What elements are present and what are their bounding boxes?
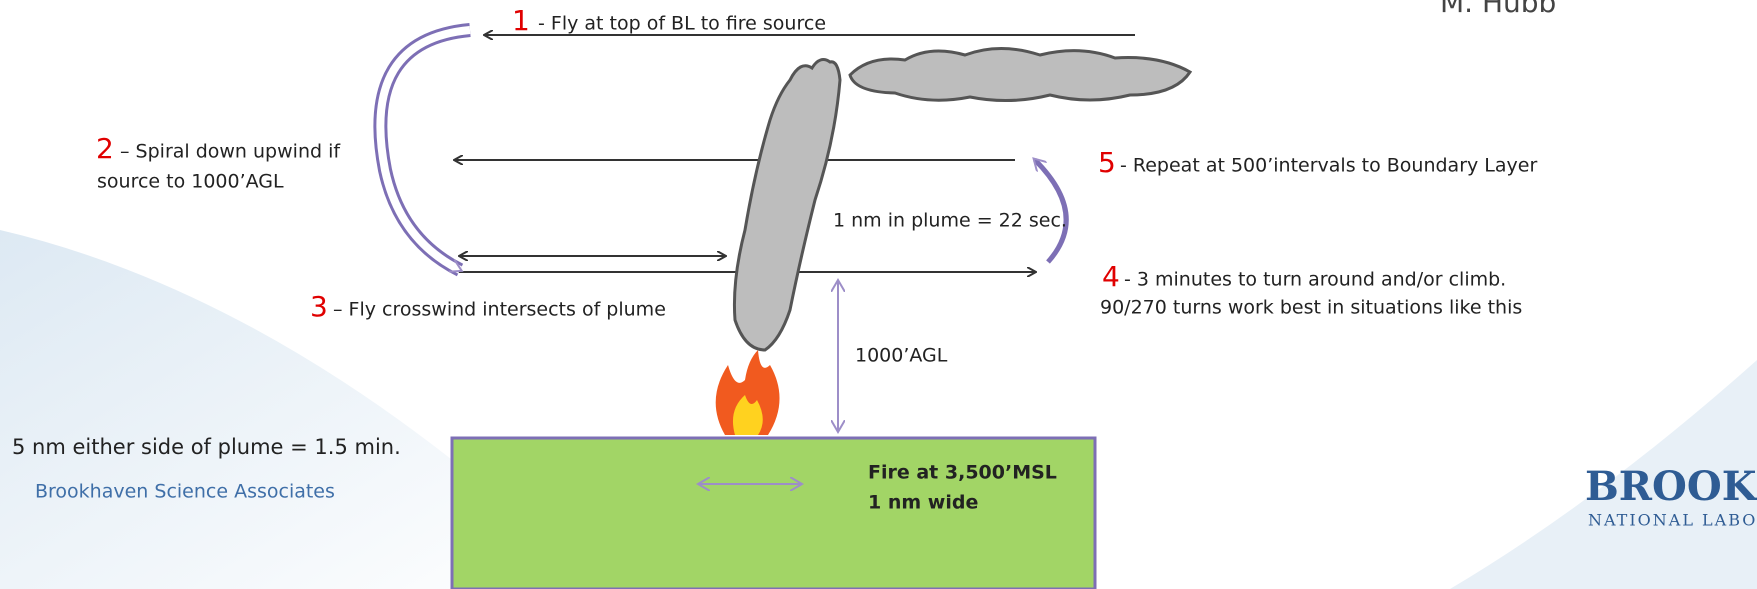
- turn-arrow: [1035, 160, 1069, 264]
- step-text: – Fly crosswind intersects of plume: [333, 299, 666, 321]
- fire: [732, 395, 763, 435]
- step-text: - Fly at top of BL to fire source: [538, 13, 826, 35]
- spiral-arrow: [376, 26, 471, 274]
- plume-note: 1 nm in plume = 22 sec.: [833, 210, 1067, 232]
- plume: [732, 58, 842, 352]
- step-number: 5: [1098, 146, 1116, 179]
- footer: Brookhaven Science Associates: [35, 481, 335, 503]
- step-text: - Repeat at 500’intervals to Boundary La…: [1120, 155, 1537, 177]
- step-number: 1: [512, 4, 530, 37]
- height-note: 1000’AGL: [855, 345, 948, 367]
- step-number: 3: [310, 290, 328, 323]
- author: M. Hubb: [1440, 0, 1556, 19]
- fire-box-text: Fire at 3,500’MSL: [868, 462, 1057, 484]
- fire-box-text: 1 nm wide: [868, 492, 978, 514]
- step-text: – Spiral down upwind if: [120, 141, 341, 163]
- step-number: 4: [1102, 260, 1120, 293]
- side-note: 5 nm either side of plume = 1.5 min.: [12, 435, 401, 459]
- logo: NATIONAL LABO: [1588, 511, 1757, 530]
- logo: BROOKHA: [1585, 463, 1757, 510]
- fire-box: [450, 436, 1097, 589]
- step-number: 2: [96, 132, 114, 165]
- step-text: - 3 minutes to turn around and/or climb.: [1124, 269, 1506, 291]
- cloud: [848, 47, 1193, 103]
- background-wave: [1450, 360, 1757, 589]
- step-text: source to 1000’AGL: [97, 171, 284, 193]
- step-text: 90/270 turns work best in situations lik…: [1100, 297, 1522, 319]
- fire: [715, 350, 780, 435]
- background-wave: [0, 230, 600, 589]
